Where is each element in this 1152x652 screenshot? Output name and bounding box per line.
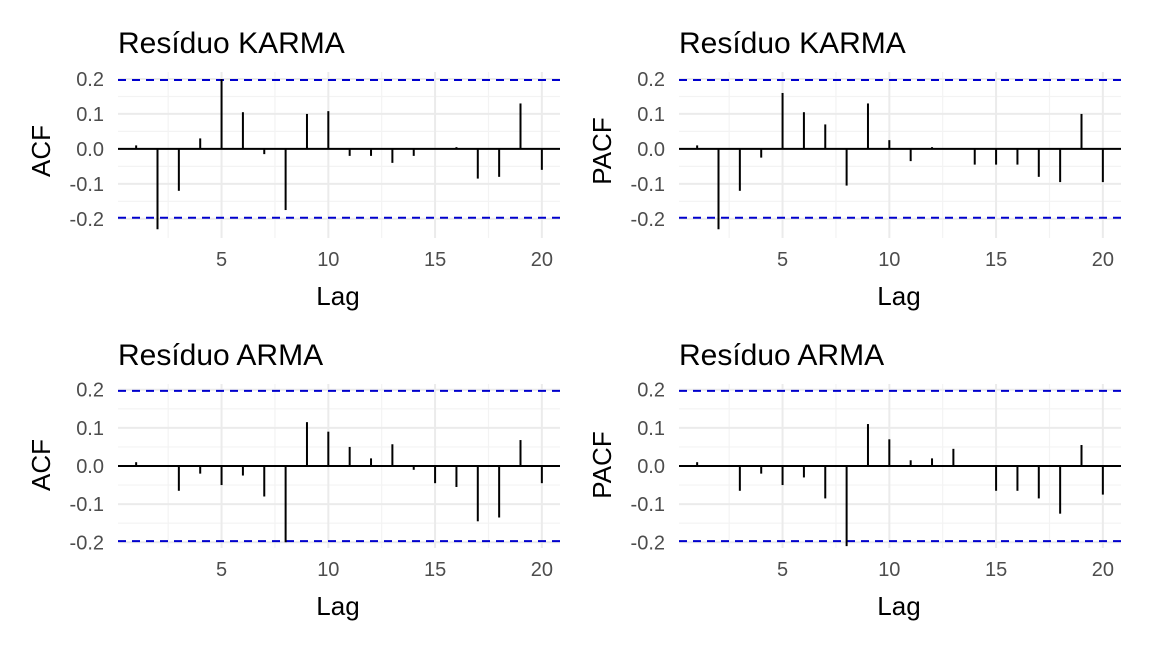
x-tick-label: 10	[317, 559, 339, 581]
y-tick-label: 0.2	[637, 69, 665, 91]
x-axis-ticks: 5 10 15 20	[777, 249, 1114, 271]
y-tick-label: -0.2	[631, 532, 665, 554]
confidence-bounds	[679, 79, 1121, 219]
x-tick-label: 20	[531, 249, 553, 271]
y-axis-title: PACF	[587, 117, 617, 184]
x-tick-label: 20	[1092, 559, 1114, 581]
x-tick-label: 20	[531, 559, 553, 581]
y-tick-label: 0.1	[637, 418, 665, 440]
grid	[118, 72, 560, 238]
y-axis-title: ACF	[26, 439, 56, 491]
y-tick-label: 0.2	[76, 69, 104, 91]
x-axis-title: Lag	[316, 591, 359, 621]
panel-karma-acf: Resíduo KARMA ACF Lag -0.2-0.10.00.10.2 …	[26, 27, 560, 311]
x-tick-label: 15	[424, 559, 446, 581]
x-tick-label: 5	[777, 559, 788, 581]
y-tick-label: 0.1	[637, 104, 665, 126]
panel-title: Resíduo ARMA	[679, 339, 884, 372]
x-axis-title: Lag	[877, 591, 920, 621]
y-tick-label: 0.0	[76, 456, 104, 478]
y-tick-label: 0.2	[637, 380, 665, 402]
panel-title: Resíduo KARMA	[118, 27, 345, 60]
x-axis-title: Lag	[877, 281, 920, 311]
x-tick-label: 5	[216, 249, 227, 271]
x-tick-label: 5	[216, 559, 227, 581]
confidence-bounds	[118, 79, 560, 219]
x-tick-label: 10	[878, 559, 900, 581]
x-axis-title: Lag	[316, 281, 359, 311]
y-tick-label: 0.2	[76, 380, 104, 402]
y-tick-label: -0.2	[70, 532, 104, 554]
panel-arma-pacf: Resíduo ARMA PACF Lag -0.2-0.10.00.10.2 …	[587, 339, 1121, 621]
x-tick-label: 15	[424, 249, 446, 271]
y-tick-label: -0.1	[631, 174, 665, 196]
grid	[679, 72, 1121, 238]
y-tick-label: 0.1	[76, 418, 104, 440]
y-axis-title: ACF	[26, 125, 56, 177]
y-axis-title: PACF	[587, 431, 617, 498]
y-tick-label: 0.0	[637, 139, 665, 161]
bar-series	[135, 422, 543, 543]
x-tick-label: 5	[777, 249, 788, 271]
panel-karma-pacf: Resíduo KARMA PACF Lag -0.2 -0.1 0.0 0.1 0.2…	[587, 27, 1121, 311]
x-axis-ticks: 5 10 15 20	[777, 559, 1114, 581]
x-tick-label: 10	[878, 249, 900, 271]
y-tick-label: -0.1	[70, 174, 104, 196]
confidence-bounds	[679, 389, 1121, 543]
x-axis-ticks: 5 10 15 20	[216, 249, 553, 271]
y-tick-label: 0.0	[76, 139, 104, 161]
y-axis-ticks: -0.2 -0.1 0.0 0.1 0.2	[70, 69, 104, 231]
y-tick-label: 0.0	[637, 456, 665, 478]
x-tick-label: 15	[985, 559, 1007, 581]
y-axis-ticks: -0.2 -0.1 0.0 0.1 0.2	[70, 380, 104, 555]
panel-arma-acf: Resíduo ARMA ACF Lag -0.2 -0.1 0.0 0.1 0.2 5…	[26, 339, 560, 621]
y-tick-label: -0.1	[631, 494, 665, 516]
confidence-bounds	[118, 389, 560, 543]
y-tick-label: -0.2	[631, 209, 665, 231]
x-tick-label: 15	[985, 249, 1007, 271]
panel-title: Resíduo ARMA	[118, 339, 323, 372]
x-tick-label: 10	[317, 249, 339, 271]
x-tick-label: 20	[1092, 249, 1114, 271]
bar-series	[696, 424, 1104, 547]
y-tick-label: -0.1	[70, 494, 104, 516]
panel-title: Resíduo KARMA	[679, 27, 906, 60]
y-tick-label: 0.1	[76, 104, 104, 126]
y-tick-label: -0.2	[70, 209, 104, 231]
y-axis-ticks: -0.2 -0.1 0.0 0.1 0.2	[631, 380, 665, 555]
bar-series	[135, 78, 543, 230]
y-axis-ticks: -0.2 -0.1 0.0 0.1 0.2	[631, 69, 665, 231]
bar-series	[696, 92, 1104, 230]
x-axis-ticks: 5 10 15 20	[216, 559, 553, 581]
